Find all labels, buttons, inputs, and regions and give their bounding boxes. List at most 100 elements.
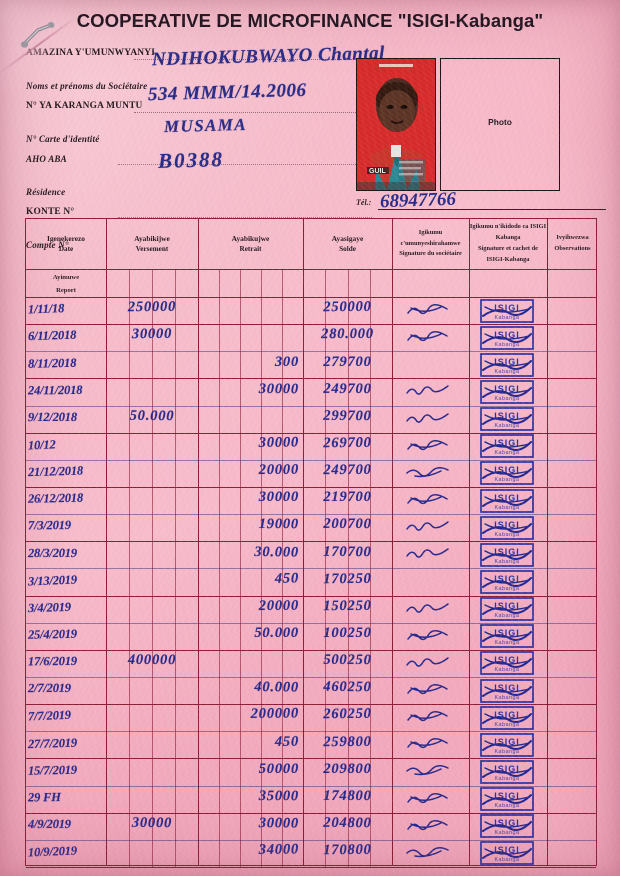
cell-balance-row-8: 219700 [307,489,388,506]
cell-isigi-stamp-row-21: ISIGIKabanga [479,840,535,866]
cell-balance-row-7: 249700 [307,462,388,479]
cell-date-row-21: 10/9/2019 [28,843,105,861]
cell-withdrawal-row-7: 20000 [202,462,299,480]
cell-withdrawal-row-3: 300 [202,354,299,371]
column-header-3: Ayabikujwe Retrait [198,219,303,269]
page-title: COOPERATIVE DE MICROFINANCE "ISIGI-Kaban… [0,10,620,32]
cell-balance-row-9: 200700 [307,516,388,533]
cell-balance-row-11: 170250 [307,570,388,588]
report-label-french: Report [26,285,106,298]
cell-date-row-19: 29 FH [28,789,104,805]
cell-isigi-stamp-row-15: ISIGI Kabanga [479,678,535,704]
column-header-2: Ayabikijwe Versement [106,219,198,269]
cell-balance-row-1: 250000 [307,299,388,317]
cell-isigi-stamp-row-16: ISIGIKabanga [479,705,535,731]
cell-member-signature-row-18 [405,764,451,778]
cell-isigi-stamp-row-10: ISIGI Kabanga [479,542,535,568]
cell-isigi-stamp-row-18: ISIGIKabanga [479,759,535,785]
cell-withdrawal-row-19: 35000 [202,788,299,806]
column-header-kirundi: Igikumu n'ikidodo ca ISIGI Kabanga [469,222,547,244]
photo-placeholder-label: Photo [441,117,559,127]
ledger-table: Igenekerezo Date Ayabikijwe Versement Ayabik… [25,218,597,866]
column-header-kirundi: Ayabikijwe [134,233,170,244]
column-header-french: Solde [339,244,356,255]
cell-balance-row-21: 170800 [307,842,388,860]
cell-member-signature-row-19 [405,792,451,806]
cell-date-row-2: 6/11/2018 [28,327,104,344]
cell-isigi-stamp-row-7: ISIGI Kabanga [479,460,535,486]
cell-date-row-4: 24/11/2018 [28,382,104,398]
cell-isigi-stamp-row-20: ISIGIKabanga [479,813,535,839]
handwritten-telephone: 68947766 [380,189,457,214]
field-label-residence-fr: Résidence [26,187,356,197]
cell-withdrawal-row-16: 200000 [202,706,299,724]
cell-isigi-stamp-row-3: ISIGIKabanga [479,352,535,378]
cell-date-row-5: 9/12/2018 [28,410,104,425]
column-header-kirundi: Ayabikujwe [232,233,270,244]
column-header-kirundi: Igenekerezo [47,233,85,244]
cell-date-row-9: 7/3/2019 [28,518,104,534]
cell-member-signature-row-10 [405,547,451,561]
cell-isigi-stamp-row-11: ISIGIKabanga [479,569,535,595]
ledger-header-divider [26,269,596,270]
cell-date-row-20: 4/9/2019 [28,817,104,832]
cell-member-signature-row-8 [405,493,451,507]
cell-withdrawal-row-13: 50.000 [202,625,299,642]
cell-date-row-7: 21/12/2018 [28,463,104,480]
column-header-french: Signature et cachet de ISIGI-Kabanga [469,244,547,266]
cell-date-row-3: 8/11/2018 [28,355,104,372]
cell-withdrawal-row-15: 40.000 [202,679,299,697]
member-photo-image: GUIL [357,59,435,190]
cell-withdrawal-row-6: 30000 [202,434,299,452]
cell-balance-row-16: 260250 [307,706,388,724]
cell-date-row-17: 27/7/2019 [28,734,104,751]
cell-isigi-stamp-row-2: ISIGI Kabanga [479,325,535,351]
cell-isigi-stamp-row-8: ISIGI Kabanga [479,488,535,514]
handwritten-residence: MUSAMA [164,115,248,137]
cell-balance-row-10: 170700 [307,543,388,561]
cell-balance-row-14: 500250 [307,652,388,669]
field-label-account-ki: KONTE N° [26,207,356,217]
cell-balance-row-20: 204800 [307,815,388,833]
cell-balance-row-3: 279700 [307,354,388,371]
cell-date-row-8: 26/12/2018 [28,490,104,507]
cell-balance-row-2: 280.000 [307,326,388,343]
cell-withdrawal-row-12: 20000 [202,598,299,616]
column-header-4: Ayasigaye Solde [303,219,392,269]
cell-balance-row-18: 209800 [307,761,388,778]
cell-date-row-11: 3/13/2019 [28,571,105,589]
cell-isigi-stamp-row-17: ISIGIKabanga [479,732,535,758]
cell-isigi-stamp-row-1: ISIGI Kabanga [479,298,535,324]
cell-member-signature-row-9 [405,520,451,534]
cell-member-signature-row-2 [405,330,451,344]
cell-member-signature-row-12 [405,602,451,616]
cell-date-row-18: 15/7/2019 [28,762,104,779]
column-header-french: Versement [136,244,168,255]
cell-member-signature-row-17 [405,737,451,751]
cell-balance-row-6: 269700 [307,435,388,453]
column-header-french: Retrait [240,244,262,255]
cell-isigi-stamp-row-14: ISIGIKabanga [479,650,535,676]
cell-member-signature-row-4 [405,384,451,398]
column-header-french: Signature du sociétaire [399,249,462,260]
cell-date-row-16: 7/7/2019 [28,707,105,725]
photo-placeholder-box: Photo [440,58,560,191]
column-header-french: Date [59,244,73,255]
cell-date-row-13: 25/4/2019 [28,626,104,643]
cell-withdrawal-row-10: 30.000 [202,543,299,561]
field-rule [134,112,372,113]
cell-isigi-stamp-row-12: ISIGI Kabanga [479,596,535,622]
cell-isigi-stamp-row-6: ISIGIKabanga [479,433,535,459]
column-header-5: Igikumu c'umunyeshirahamwe Signature du s… [392,219,469,269]
column-header-kirundi: Ayasigaye [332,233,363,244]
passbook-page: COOPERATIVE DE MICROFINANCE "ISIGI-Kaban… [0,0,620,876]
cell-date-row-12: 3/4/2019 [28,599,104,616]
cell-member-signature-row-6 [405,439,451,453]
cell-isigi-stamp-row-19: ISIGI Kabanga [479,786,535,812]
cell-deposit-row-1: 250000 [110,299,194,317]
cell-member-signature-row-21 [405,846,451,860]
column-header-kirundi: Ivyihwezwa [556,233,588,244]
cell-member-signature-row-20 [405,819,451,833]
cell-member-signature-row-7 [405,466,451,480]
cell-date-row-1: 1/11/18 [28,300,105,318]
